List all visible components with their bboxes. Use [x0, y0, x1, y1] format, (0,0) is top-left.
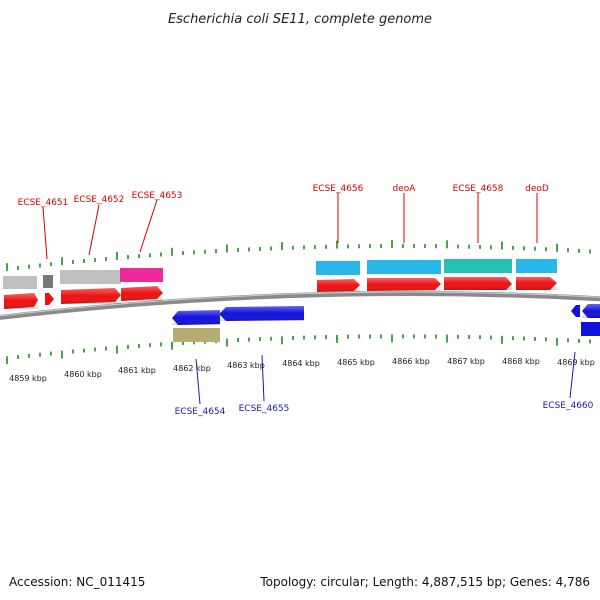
gene-label-ECSE_4652: ECSE_4652 — [74, 195, 125, 205]
ruler-ticks-top — [6, 240, 591, 272]
gene-label-ECSE_4660: ECSE_4660 — [543, 401, 594, 411]
genome-backbone-highlight — [0, 291, 600, 317]
gene-arrow-4660a — [571, 305, 580, 317]
cds-block-deoA — [367, 260, 441, 274]
cds-block-4652 — [60, 270, 121, 284]
tick-label: 4866 kbp — [392, 357, 430, 366]
genome-summary-text: Topology: circular; Length: 4,887,515 bp… — [259, 575, 590, 589]
gene-label-ECSE_4651: ECSE_4651 — [18, 198, 69, 208]
ruler-labels: 4859 kbp 4860 kbp 4861 kbp 4862 kbp 4863… — [9, 357, 595, 383]
cds-row-plus — [3, 259, 557, 289]
tick-label: 4860 kbp — [64, 370, 102, 379]
cds-block-4651 — [3, 276, 37, 289]
accession-text: Accession: NC_011415 — [9, 575, 145, 589]
gene-label-deoA: deoA — [393, 184, 417, 194]
genes-plus-strand — [4, 277, 557, 309]
gene-label-ECSE_4653: ECSE_4653 — [132, 191, 183, 201]
gene-leaders-plus — [42, 193, 538, 260]
tick-label: 4865 kbp — [337, 358, 375, 367]
gene-label-ECSE_4654: ECSE_4654 — [175, 407, 226, 417]
gene-arrow-4651b — [45, 293, 54, 305]
genes-minus-strand — [172, 304, 600, 336]
gene-labels-plus: ECSE_4651 ECSE_4652 ECSE_4653 ECSE_4656 … — [18, 184, 549, 208]
cds-block-deoD — [516, 259, 557, 273]
gene-leaders-minus — [195, 351, 576, 405]
tick-label: 4867 kbp — [447, 357, 485, 366]
gene-label-ECSE_4655: ECSE_4655 — [239, 404, 290, 414]
tick-label: 4862 kbp — [173, 364, 211, 373]
gene-label-ECSE_4656: ECSE_4656 — [313, 184, 364, 194]
cds-block-4651b — [43, 275, 53, 288]
cds-block-4654 — [173, 328, 220, 342]
tick-label: 4869 kbp — [557, 358, 595, 367]
tick-label: 4864 kbp — [282, 359, 320, 368]
tick-label: 4859 kbp — [9, 374, 47, 383]
gene-label-deoD: deoD — [525, 184, 549, 194]
genome-backbone — [0, 291, 600, 320]
gene-labels-minus: ECSE_4654 ECSE_4655 ECSE_4660 — [175, 401, 594, 417]
tick-label: 4861 kbp — [118, 366, 156, 375]
cds-block-4658 — [444, 259, 512, 273]
map-title: Escherichia coli SE11, complete genome — [168, 12, 432, 27]
cds-block-4653 — [120, 268, 163, 282]
cds-block-4656 — [316, 261, 360, 275]
tick-label: 4863 kbp — [227, 361, 265, 370]
gene-arrow-4661 — [581, 322, 600, 336]
tick-label: 4868 kbp — [502, 357, 540, 366]
gene-label-ECSE_4658: ECSE_4658 — [453, 184, 504, 194]
